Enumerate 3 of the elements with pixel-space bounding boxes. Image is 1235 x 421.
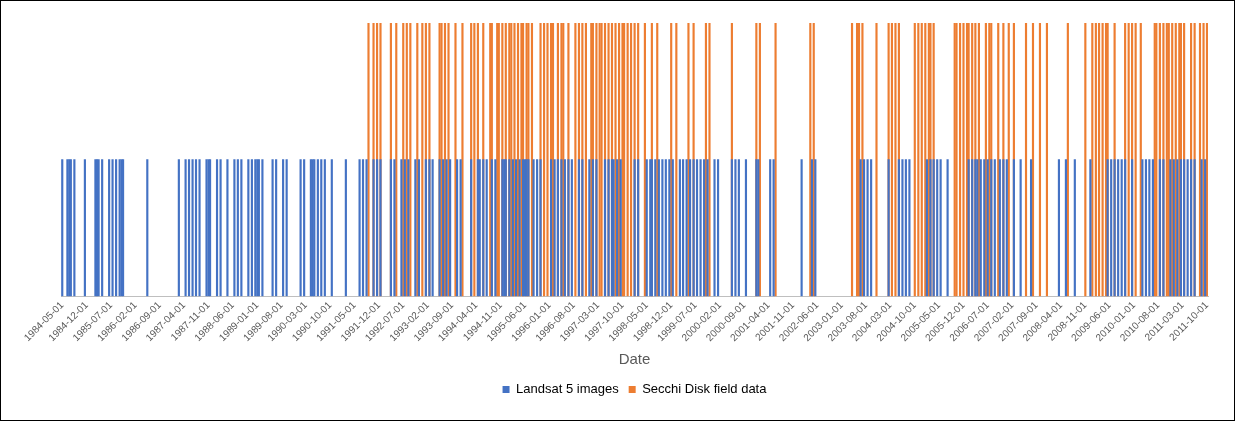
legend-label: Secchi Disk field data — [642, 381, 768, 397]
x-axis-title: Date — [618, 350, 651, 368]
legend-label: Landsat 5 images — [516, 381, 620, 397]
